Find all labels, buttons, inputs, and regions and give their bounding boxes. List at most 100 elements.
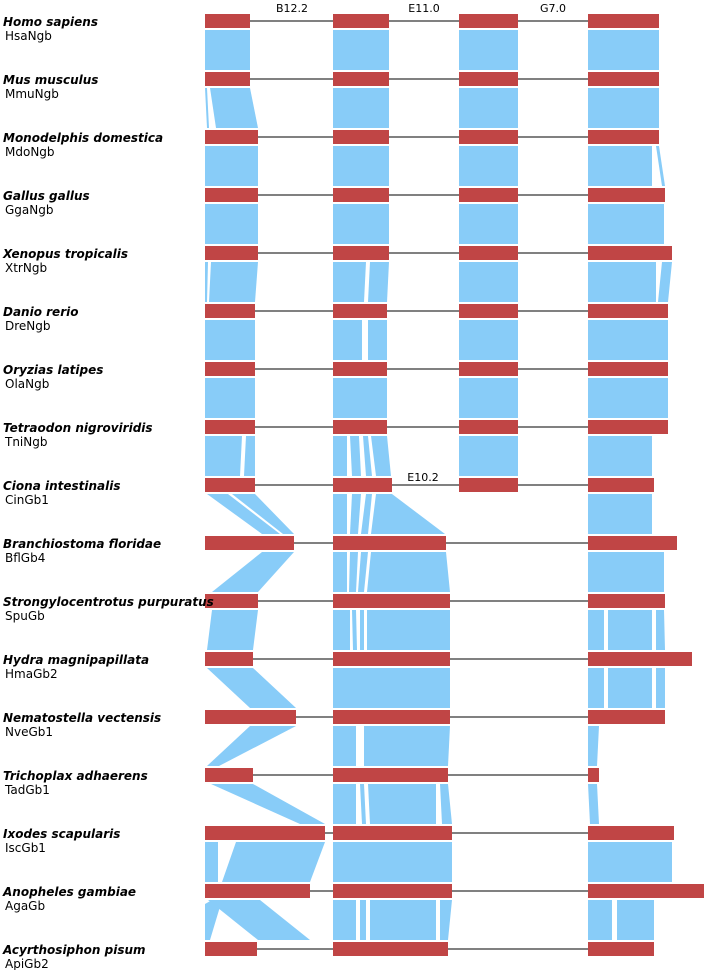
gene-row: Ixodes scapularis IscGb1 [3, 826, 674, 855]
exon-block [205, 768, 253, 782]
exon-block [459, 14, 518, 28]
alignment-band [459, 378, 518, 418]
exon-block [205, 710, 296, 724]
species-name: Trichoplax adhaerens [3, 769, 148, 783]
species-name: Hydra magnipapillata [3, 653, 149, 667]
alignment-band [205, 146, 258, 186]
exon-block [588, 768, 599, 782]
alignment-band [232, 494, 294, 534]
exon-block [459, 362, 518, 376]
alignment-band [358, 552, 368, 592]
alignment-band [210, 88, 258, 128]
exon-block [333, 72, 389, 86]
alignment-band [333, 900, 356, 940]
species-name: Ciona intestinalis [3, 479, 121, 493]
exon-block [333, 362, 387, 376]
alignment-band [333, 784, 356, 824]
gene-name: HsaNgb [5, 29, 52, 43]
exon-block [588, 536, 677, 550]
alignment-band [333, 552, 347, 592]
exon-block [459, 72, 518, 86]
exon-block [333, 594, 450, 608]
alignment-band [207, 610, 258, 650]
alignment-band [333, 146, 389, 186]
intron-label-b12: B12.2 [276, 2, 308, 15]
alignment-band [588, 204, 664, 244]
gene-name: CinGb1 [5, 493, 49, 507]
gene-name: NveGb1 [5, 725, 53, 739]
gene-row: Strongylocentrotus purpuratus SpuGb [3, 594, 665, 623]
alignment-band [363, 436, 372, 476]
alignment-band [333, 262, 366, 302]
alignment-band [333, 726, 356, 766]
exon-block [459, 478, 518, 492]
alignment-band [209, 262, 258, 302]
alignment-band [350, 436, 361, 476]
gene-row: Danio rerio DreNgb [3, 304, 668, 333]
exon-block [205, 826, 325, 840]
intron-label-e10: E10.2 [407, 471, 438, 484]
alignment-band [588, 726, 599, 766]
alignment-band [588, 842, 672, 882]
alignment-band [367, 610, 450, 650]
alignment-band [205, 204, 258, 244]
exon-block [205, 594, 258, 608]
alignment-band [211, 784, 325, 824]
gene-row: Anopheles gambiae AgaGb [2, 884, 704, 913]
alignment-band [360, 784, 366, 824]
alignment-band [656, 668, 665, 708]
alignment-band [588, 552, 664, 592]
alignment-band [588, 378, 668, 418]
gene-row: Monodelphis domestica MdoNgb [3, 130, 659, 159]
gene-row: Trichoplax adhaerens TadGb1 [3, 768, 599, 797]
exon-block [588, 420, 668, 434]
exon-block [588, 826, 674, 840]
species-name: Monodelphis domestica [3, 131, 163, 145]
alignment-band [207, 726, 296, 766]
alignment-band [588, 30, 659, 70]
alignment-band [440, 900, 452, 940]
alignment-band [368, 784, 436, 824]
alignment-band [368, 262, 389, 302]
exon-block [333, 652, 450, 666]
exon-block [588, 652, 692, 666]
gene-name: TniNgb [4, 435, 47, 449]
alignment-band [333, 30, 389, 70]
gene-name: IscGb1 [5, 841, 46, 855]
species-name: Acyrthosiphon pisum [2, 943, 146, 957]
alignment-band [207, 668, 296, 708]
exon-block [333, 478, 392, 492]
exon-block [588, 478, 654, 492]
gene-row: Homo sapiens HsaNgb [3, 14, 659, 43]
gene-row: Oryzias latipes OlaNgb [3, 362, 668, 391]
alignment-band [608, 610, 652, 650]
gene-row: Branchiostoma floridae BflGb4 [3, 536, 677, 565]
alignment-band [459, 320, 518, 360]
alignment-band [459, 204, 518, 244]
alignment-band [588, 436, 652, 476]
alignment-band [244, 436, 255, 476]
gene-row: Xenopus tropicalis XtrNgb [2, 246, 672, 275]
alignment-band [208, 900, 310, 940]
exon-block [205, 942, 257, 956]
gene-name: GgaNgb [5, 203, 53, 217]
alignment-band [588, 146, 652, 186]
species-name: Danio rerio [3, 305, 78, 319]
species-name: Branchiostoma floridae [3, 537, 161, 551]
alignment-band [588, 494, 652, 534]
alignment-band [658, 262, 672, 302]
alignment-band [205, 30, 250, 70]
gene-row: Mus musculus MmuNgb [3, 72, 659, 101]
alignment-band [205, 320, 255, 360]
exon-block [588, 884, 704, 898]
alignment-band [205, 262, 208, 302]
alignment-band [608, 668, 652, 708]
exon-block [588, 942, 654, 956]
alignment-band [364, 726, 450, 766]
alignment-band [617, 900, 654, 940]
alignment-band [588, 900, 612, 940]
alignment-band [333, 610, 350, 650]
alignment-band [349, 552, 358, 592]
gene-rows: Homo sapiens HsaNgb Mus musculus MmuNgb … [2, 14, 704, 970]
